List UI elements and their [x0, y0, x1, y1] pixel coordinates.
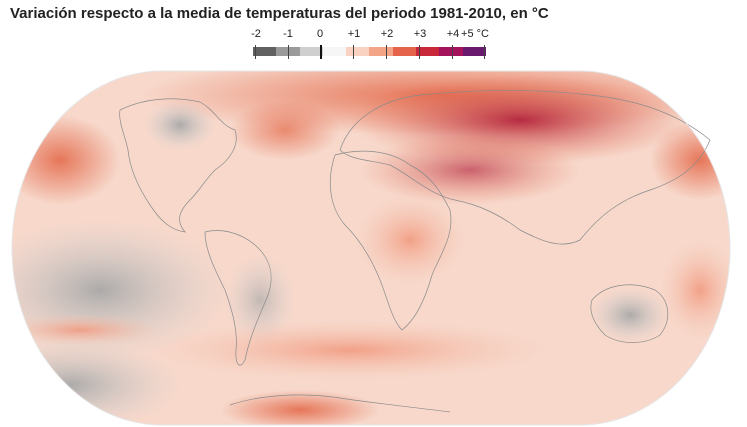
antarctica-coast: [229, 394, 451, 413]
central-asia-hot-region: [360, 135, 580, 205]
legend-swatch-8: [439, 47, 463, 56]
africa-warm-region: [355, 195, 465, 285]
legend-tick: [288, 45, 289, 59]
legend-tick: [419, 45, 420, 59]
north-pacific-warm-region: [12, 115, 120, 205]
chart-title: Variación respecto a la media de tempera…: [10, 5, 549, 22]
legend-label-plus-1: +1: [347, 28, 361, 40]
legend-swatch-7: [416, 47, 440, 56]
australia-coast: [590, 284, 668, 343]
north-america-coast: [119, 98, 237, 233]
legend-label-0: 0: [316, 28, 324, 40]
legend-swatch-9: [462, 47, 486, 56]
legend-tick: [484, 45, 485, 59]
map-surface: [12, 71, 730, 425]
eurasia-coast: [339, 90, 711, 245]
canada-cold-region: [145, 100, 215, 150]
south-america-coast: [204, 230, 272, 366]
tasman-warm-region: [660, 240, 730, 340]
legend-labels: -2 -1 0 +1 +2 +3 +4 +5 °C: [251, 28, 489, 42]
map-outline: [11, 70, 731, 426]
legend-swatch-0: [253, 47, 277, 56]
australia-cold-region: [590, 287, 670, 343]
south-atlantic-warm-region: [150, 320, 550, 380]
color-legend: -2 -1 0 +1 +2 +3 +4 +5 °C: [251, 28, 489, 64]
north-atlantic-warm-region: [230, 100, 340, 160]
legend-tick: [353, 45, 354, 59]
legend-label-plus-4: +4: [446, 28, 460, 40]
legend-ticks: [253, 45, 486, 59]
legend-tick: [255, 45, 256, 59]
legend-tick: [452, 45, 453, 59]
legend-swatch-4: [346, 47, 370, 56]
south-pacific-warm-band: [12, 314, 160, 346]
legend-color-bar: [253, 47, 486, 56]
legend-tick: [386, 45, 387, 59]
antarctic-warm-region: [220, 390, 380, 425]
legend-label-plus-3: +3: [413, 28, 427, 40]
legend-swatch-6: [392, 47, 417, 56]
coastlines: [119, 90, 711, 413]
legend-label-minus-1: -1: [283, 28, 293, 40]
legend-label-minus-2: -2: [251, 28, 261, 40]
legend-swatch-3: [322, 47, 347, 56]
africa-coast: [329, 150, 452, 331]
legend-swatch-1: [276, 47, 300, 56]
legend-label-plus-5: +5 °C: [461, 28, 489, 40]
legend-tick-zero: [320, 45, 322, 59]
legend-swatch-5: [369, 47, 393, 56]
legend-label-plus-2: +2: [380, 28, 394, 40]
legend-swatch-2: [299, 47, 323, 56]
